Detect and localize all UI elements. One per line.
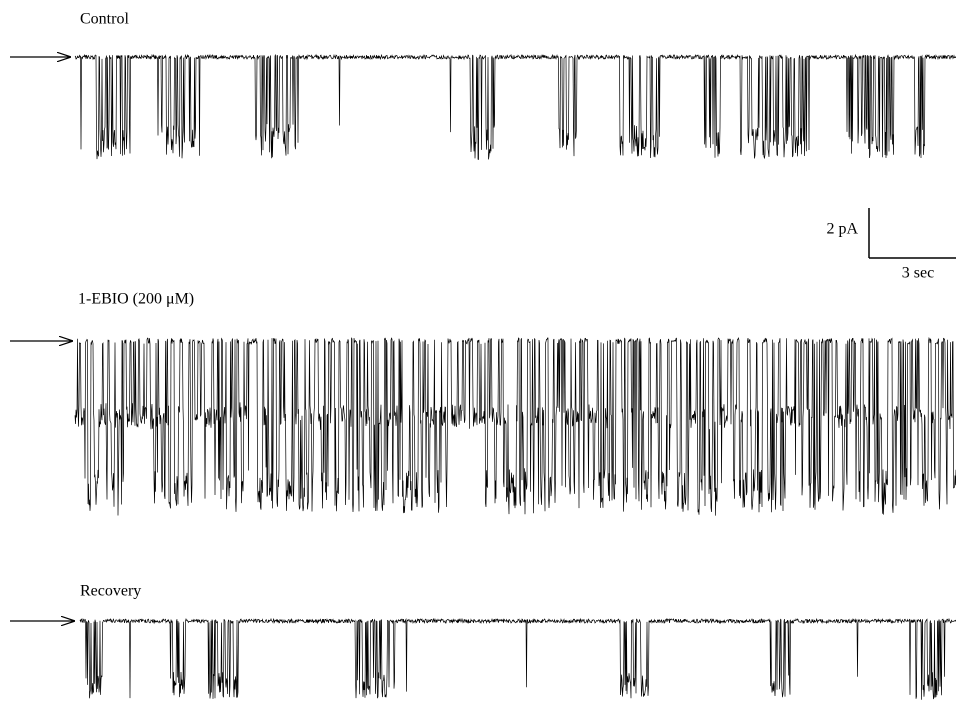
panel-label: 1-EBIO (200 μM)	[78, 291, 194, 308]
traces	[74, 53, 956, 700]
scale-current-label: 2 pA	[826, 221, 858, 238]
scale-time-label: 3 sec	[902, 265, 934, 282]
panel-label: Control	[80, 11, 129, 28]
scale-bar: 2 pA 3 sec	[826, 208, 956, 282]
current-trace	[74, 53, 956, 161]
panel-label: Recovery	[80, 583, 141, 600]
current-trace	[74, 336, 956, 516]
current-trace	[79, 617, 956, 700]
